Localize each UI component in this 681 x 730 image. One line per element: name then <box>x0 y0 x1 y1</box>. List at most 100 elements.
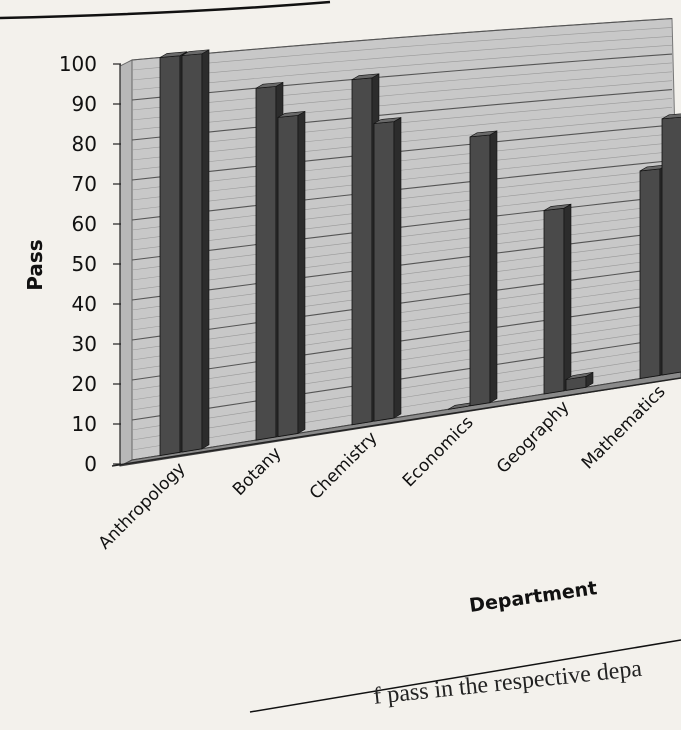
gridline-minor <box>131 44 673 91</box>
gridline-major <box>131 159 673 221</box>
gridline-minor <box>131 115 673 171</box>
y-tick-label: 90 <box>72 92 97 116</box>
y-tick-label: 80 <box>72 132 97 156</box>
gridline-major <box>131 337 673 421</box>
frame-bottom-line <box>249 639 681 713</box>
chart-floor <box>111 371 681 467</box>
bar-front <box>351 77 373 426</box>
y-axis: 0 10 20 30 40 50 60 70 80 90 100 <box>59 52 121 476</box>
bar-economics-2 <box>469 130 498 407</box>
gridline-minor <box>131 80 673 131</box>
gridline-minor <box>131 311 673 391</box>
y-tick-label: 20 <box>72 372 97 396</box>
gridline-minor <box>131 36 673 81</box>
bar-botany-2 <box>277 110 306 438</box>
gridline-major <box>131 266 673 341</box>
gridline-major <box>131 195 673 261</box>
gridline-major <box>131 53 673 101</box>
y-tick-label: 30 <box>72 332 97 356</box>
bar-top <box>351 73 380 80</box>
gridline-minor <box>131 169 673 231</box>
bar-front <box>277 114 299 438</box>
y-tick-label: 40 <box>72 292 97 316</box>
bar-geography-2 <box>565 371 594 391</box>
bar-front <box>181 53 203 453</box>
gridline-minor <box>131 284 673 361</box>
y-tick-label: 60 <box>72 212 97 236</box>
gridline-minor <box>131 106 673 161</box>
x-axis-label: Department <box>468 577 599 617</box>
gridline-minor <box>131 71 673 121</box>
bar-front <box>255 85 277 441</box>
x-tick-label-geography: Geography <box>493 397 574 478</box>
gridline-minor <box>131 275 673 351</box>
bar-side <box>201 49 210 450</box>
gridline-minor <box>131 240 673 311</box>
x-tick-label-economics: Economics <box>399 412 478 491</box>
gridline-minor <box>131 142 673 201</box>
gridline-minor <box>131 328 673 411</box>
bar-front <box>373 121 395 422</box>
bar-geography-1 <box>543 203 572 395</box>
bar-top <box>661 113 681 120</box>
gridline-minor <box>131 27 673 71</box>
bar-front <box>661 116 681 376</box>
x-axis-line <box>111 377 681 467</box>
bar-side <box>297 110 306 434</box>
bar-front <box>543 207 565 395</box>
gridline-major <box>131 18 673 61</box>
x-tick-label-anthropology: Anthropology <box>95 459 190 554</box>
gridline-minor <box>131 186 673 251</box>
gridline-minor <box>131 293 673 371</box>
y-tick-label: 50 <box>72 252 97 276</box>
x-tick-label-botany: Botany <box>229 443 286 500</box>
y-tick-label: 100 <box>59 52 97 76</box>
bar-top <box>373 117 402 124</box>
bar-top <box>181 49 210 56</box>
x-tick-label-mathematics: Mathematics <box>578 382 670 474</box>
bar-front <box>639 168 661 380</box>
y-axis-label: Pass <box>23 239 47 290</box>
bar-anthropology-2 <box>181 49 210 453</box>
gridline-minor <box>131 346 673 431</box>
bar-side <box>489 130 498 404</box>
gridline-minor <box>131 257 673 331</box>
bar-top <box>565 372 594 380</box>
bar-top <box>469 130 498 138</box>
bar-side <box>563 203 572 392</box>
bar-front <box>159 55 181 456</box>
gridline-minor <box>131 62 673 111</box>
gridline-minor <box>131 133 673 191</box>
bar-top <box>255 82 284 89</box>
bar-top <box>159 51 188 58</box>
gridlines <box>131 18 673 461</box>
gridline-major <box>131 230 673 301</box>
bar-side <box>393 117 402 419</box>
gridline-minor <box>131 151 673 211</box>
x-tick-label-chemistry: Chemistry <box>306 428 382 504</box>
bar-chemistry-2 <box>373 117 402 422</box>
gridline-minor <box>131 98 673 151</box>
bars <box>159 49 681 456</box>
gridline-major <box>131 124 673 181</box>
back-wall-surface <box>131 18 681 461</box>
gridline-minor <box>131 204 673 271</box>
bar-front <box>469 134 491 407</box>
gridline-major <box>131 88 673 141</box>
y-tick-label: 10 <box>72 412 97 436</box>
side-wall <box>119 59 133 467</box>
y-tick-label: 70 <box>72 172 97 196</box>
bar-top <box>543 203 572 211</box>
gridline-minor <box>131 319 673 401</box>
frame-curve <box>0 0 331 20</box>
gridline-minor <box>131 355 673 441</box>
gridline-major <box>131 301 673 381</box>
y-tick-label: 0 <box>84 452 97 476</box>
bar-top <box>277 111 306 118</box>
gridline-minor <box>131 222 673 291</box>
gridline-minor <box>131 213 673 281</box>
bar-mathematics-2 <box>661 113 681 376</box>
gridline-minor <box>131 248 673 321</box>
